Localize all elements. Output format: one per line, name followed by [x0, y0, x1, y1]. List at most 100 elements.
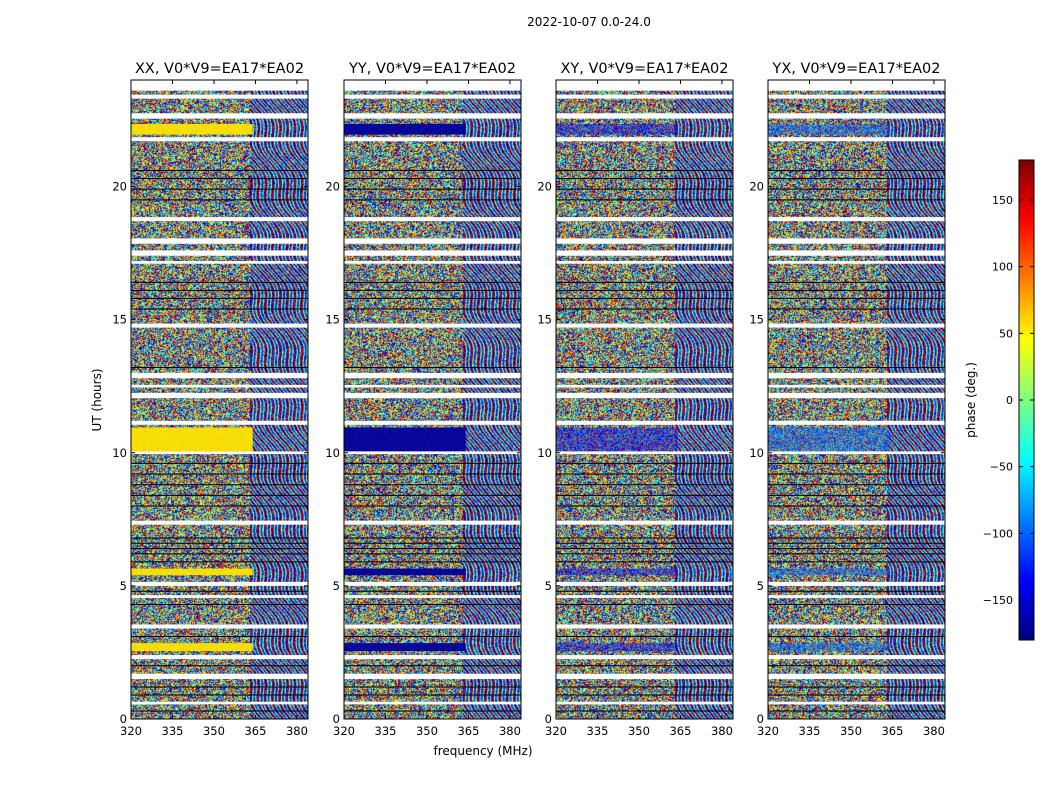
flagged-gap: [131, 94, 308, 99]
panel-title: XX, V0*V9=EA17*EA02: [135, 61, 304, 77]
colorbar-label: phase (deg.): [964, 362, 978, 438]
flagged-gap: [131, 137, 308, 142]
y-tick-label: 0: [757, 712, 764, 726]
panel-title: YX, V0*V9=EA17*EA02: [771, 61, 940, 77]
flagged-gap: [344, 701, 521, 705]
phase-heatmap: [556, 80, 733, 719]
no-data-region: [556, 80, 733, 91]
coherent-phase-band: [344, 427, 466, 452]
flagged-gap: [131, 261, 308, 264]
flagged-gap: [131, 113, 308, 119]
x-tick-label: 365: [244, 724, 266, 738]
colorbar-tick-label: 50: [999, 327, 1013, 340]
y-tick-label: 0: [333, 712, 340, 726]
coherent-phase-band: [131, 427, 253, 452]
flagged-gap: [344, 451, 521, 455]
flagged-gap: [556, 323, 733, 328]
flagged-gap: [556, 701, 733, 705]
flagged-gap: [556, 451, 733, 455]
flagged-gap: [768, 94, 945, 99]
y-tick-label: 10: [325, 446, 340, 460]
flagged-gap: [556, 137, 733, 142]
flagged-gap: [344, 137, 521, 142]
x-tick-label: 320: [545, 724, 567, 738]
x-tick-label: 365: [881, 724, 903, 738]
colorbar: 150 100 50 0 −50 −100 −150 phase (deg.): [964, 159, 1035, 641]
flagged-gap: [344, 250, 521, 256]
flagged-gap: [556, 520, 733, 525]
y-tick-label: 15: [749, 313, 764, 327]
flagged-gap: [344, 595, 521, 598]
coherent-phase-band: [131, 568, 253, 576]
x-tick-label: 335: [375, 724, 397, 738]
flagged-gap: [131, 451, 308, 455]
no-data-region: [344, 80, 521, 91]
x-tick-label: 320: [757, 724, 779, 738]
coherent-phase-band: [768, 427, 890, 452]
flagged-gap: [344, 261, 521, 264]
flagged-gap: [556, 420, 733, 425]
flagged-gap: [768, 250, 945, 256]
no-data-region: [768, 80, 945, 91]
flagged-gap: [556, 238, 733, 244]
flagged-gap: [344, 217, 521, 222]
flagged-gap: [344, 420, 521, 425]
flagged-gap: [344, 520, 521, 525]
flagged-gap: [768, 261, 945, 264]
coherent-phase-band: [556, 643, 678, 652]
y-tick-label: 5: [545, 579, 552, 593]
panel-yy: YY, V0*V9=EA17*EA02 0 5 10 15 20 320 335 350 365 3…: [325, 61, 522, 738]
flagged-gap: [131, 581, 308, 586]
coherent-phase-band: [556, 568, 678, 576]
flagged-gap: [131, 420, 308, 425]
colorbar-ticks: 150 100 50 0 −50 −100 −150: [983, 194, 1034, 607]
y-tick-label: 20: [749, 180, 764, 194]
coherent-phase-band: [556, 123, 678, 135]
flagged-gap: [768, 701, 945, 705]
flagged-gap: [344, 384, 521, 388]
flagged-gap: [556, 673, 733, 680]
y-tick-label: 15: [325, 313, 340, 327]
flagged-gap: [556, 250, 733, 256]
flagged-gap: [344, 113, 521, 119]
panel-xy: XY, V0*V9=EA17*EA02 0 5 10 15 20 320 335 350 365 3…: [537, 61, 734, 738]
y-tick-label: 5: [757, 579, 764, 593]
panel-frame: [555, 79, 734, 720]
y-tick-label: 10: [112, 446, 127, 460]
y-tick-label: 0: [120, 712, 127, 726]
flagged-gap: [344, 372, 521, 379]
coherent-phase-band: [768, 123, 890, 135]
y-axis-label: UT (hours): [90, 368, 104, 431]
flagged-gap: [768, 323, 945, 328]
colorbar-tick-label: −50: [990, 461, 1013, 474]
x-tick-label: 350: [416, 724, 438, 738]
flagged-gap: [344, 673, 521, 680]
coherent-phase-band: [131, 643, 253, 652]
flagged-gap: [131, 673, 308, 680]
panel-yx: YX, V0*V9=EA17*EA02 0 5 10 15 20 320 335 350 365 3…: [749, 61, 946, 738]
flagged-gap: [556, 113, 733, 119]
y-tick-label: 5: [120, 579, 127, 593]
y-tick-label: 10: [537, 446, 552, 460]
flagged-gap: [768, 673, 945, 680]
flagged-gap: [344, 624, 521, 629]
panel-title: YY, V0*V9=EA17*EA02: [348, 61, 516, 77]
flagged-gap: [344, 655, 521, 660]
flagged-gap: [556, 581, 733, 586]
flagged-gap: [131, 323, 308, 328]
suptitle: 2022-10-07 0.0-24.0: [527, 15, 651, 29]
flagged-gap: [131, 217, 308, 222]
flagged-gap: [131, 520, 308, 525]
y-tick-label: 0: [545, 712, 552, 726]
phase-heatmap: [344, 80, 521, 719]
x-tick-label: 380: [286, 724, 308, 738]
phase-heatmap: [131, 80, 308, 719]
panel-frame: [767, 79, 946, 720]
flagged-gap: [131, 238, 308, 244]
x-tick-label: 380: [923, 724, 945, 738]
coherent-phase-band: [344, 568, 466, 576]
flagged-gap: [768, 217, 945, 222]
flagged-gap: [768, 624, 945, 629]
x-tick-label: 365: [457, 724, 479, 738]
